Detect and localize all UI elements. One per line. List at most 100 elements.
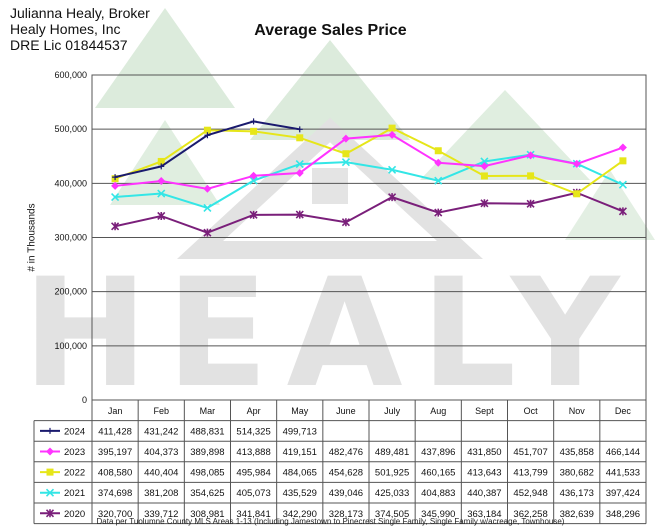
data-label: 460,165 xyxy=(421,468,455,479)
data-point xyxy=(434,158,443,167)
x-tick-label: Mar xyxy=(200,406,216,416)
footer-source-note: Data per Tuolumne County MLS Areas 1-13 … xyxy=(96,517,565,526)
data-label: 328,173 xyxy=(329,509,363,520)
x-tick-label: Aug xyxy=(430,406,446,416)
data-point xyxy=(296,134,304,142)
x-tick-label: Jan xyxy=(108,406,123,416)
data-label: 489,481 xyxy=(375,447,409,458)
data-label: 431,242 xyxy=(144,426,178,437)
data-point xyxy=(296,126,303,133)
data-label: 408,580 xyxy=(98,468,132,479)
data-point xyxy=(342,150,350,158)
data-point xyxy=(527,172,535,180)
x-tick-label: May xyxy=(291,406,309,416)
data-point xyxy=(388,124,396,132)
data-point xyxy=(434,176,443,185)
data-label: 348,296 xyxy=(606,509,640,520)
data-point xyxy=(341,218,350,227)
x-tick-label: Feb xyxy=(153,406,169,416)
data-label: 488,831 xyxy=(190,426,224,437)
data-point xyxy=(157,157,165,165)
data-label: 345,990 xyxy=(421,509,455,520)
data-label: 374,698 xyxy=(98,488,132,499)
series-line-2023 xyxy=(114,133,624,190)
data-label: 419,151 xyxy=(283,447,317,458)
data-label: 413,799 xyxy=(513,468,547,479)
data-point xyxy=(157,189,166,198)
license-number: DRE Lic 01844537 xyxy=(10,37,128,53)
data-point xyxy=(572,159,581,168)
data-label: 404,883 xyxy=(421,488,455,499)
data-point xyxy=(203,184,212,193)
y-tick-label: 600,000 xyxy=(54,70,87,80)
data-point xyxy=(45,488,55,497)
data-point xyxy=(526,199,535,208)
y-tick-label: 0 xyxy=(82,395,87,405)
data-label: 482,476 xyxy=(329,447,363,458)
data-point xyxy=(573,190,581,198)
data-point xyxy=(112,174,119,181)
data-point xyxy=(388,130,397,139)
series-line-2020 xyxy=(114,191,624,234)
watermark-text: HEALY xyxy=(23,247,638,421)
data-label: 484,065 xyxy=(283,468,317,479)
data-point xyxy=(203,228,212,237)
data-point xyxy=(480,172,488,180)
data-point xyxy=(295,168,304,177)
data-point xyxy=(157,176,166,185)
x-tick-label: Dec xyxy=(615,406,632,416)
data-point xyxy=(618,143,627,152)
data-point xyxy=(46,447,54,456)
broker-name: Julianna Healy, Broker xyxy=(10,5,150,21)
legend-label: 2023 xyxy=(64,447,85,458)
data-label: 501,925 xyxy=(375,468,409,479)
data-label: 466,144 xyxy=(606,447,640,458)
data-label: 431,850 xyxy=(467,447,501,458)
data-label: 405,073 xyxy=(236,488,270,499)
data-label: 413,888 xyxy=(236,447,270,458)
x-tick-label: Oct xyxy=(524,406,539,416)
data-label: 440,387 xyxy=(467,488,501,499)
data-point xyxy=(249,176,258,185)
data-point xyxy=(46,468,54,476)
data-point xyxy=(341,134,350,143)
data-point xyxy=(111,181,120,190)
data-point xyxy=(204,132,211,139)
data-point xyxy=(388,165,397,174)
legend-label: 2020 xyxy=(64,509,85,520)
series-line-2022 xyxy=(114,126,624,195)
legend-label: 2024 xyxy=(64,426,85,437)
data-label: 411,428 xyxy=(98,426,132,437)
data-label: 381,208 xyxy=(144,488,178,499)
data-point xyxy=(249,210,258,219)
data-point xyxy=(249,171,258,180)
y-tick-label: 200,000 xyxy=(54,287,87,297)
data-point xyxy=(434,208,443,217)
data-point xyxy=(47,427,53,434)
data-point xyxy=(341,158,350,167)
data-label: 413,643 xyxy=(467,468,501,479)
data-point xyxy=(295,160,304,169)
data-label: 440,404 xyxy=(144,468,178,479)
data-label: 362,258 xyxy=(513,509,547,520)
x-tick-label: June xyxy=(336,406,356,416)
data-label: 404,373 xyxy=(144,447,178,458)
data-label: 363,184 xyxy=(467,509,501,520)
data-label: 514,325 xyxy=(236,426,270,437)
data-label: 452,948 xyxy=(513,488,547,499)
x-tick-label: Nov xyxy=(569,406,586,416)
data-point xyxy=(480,162,489,171)
data-label: 441,533 xyxy=(606,468,640,479)
data-label: 498,085 xyxy=(190,468,224,479)
data-label: 495,984 xyxy=(236,468,270,479)
data-point xyxy=(157,211,166,221)
data-label: 320,700 xyxy=(98,509,132,520)
data-point xyxy=(250,127,258,135)
company-name: Healy Homes, Inc xyxy=(10,21,121,37)
x-tick-label: July xyxy=(384,406,401,416)
data-label: 380,682 xyxy=(560,468,594,479)
data-point xyxy=(480,157,489,166)
x-tick-label: Sept xyxy=(475,406,494,416)
data-point xyxy=(388,193,397,202)
data-label: 436,173 xyxy=(560,488,594,499)
